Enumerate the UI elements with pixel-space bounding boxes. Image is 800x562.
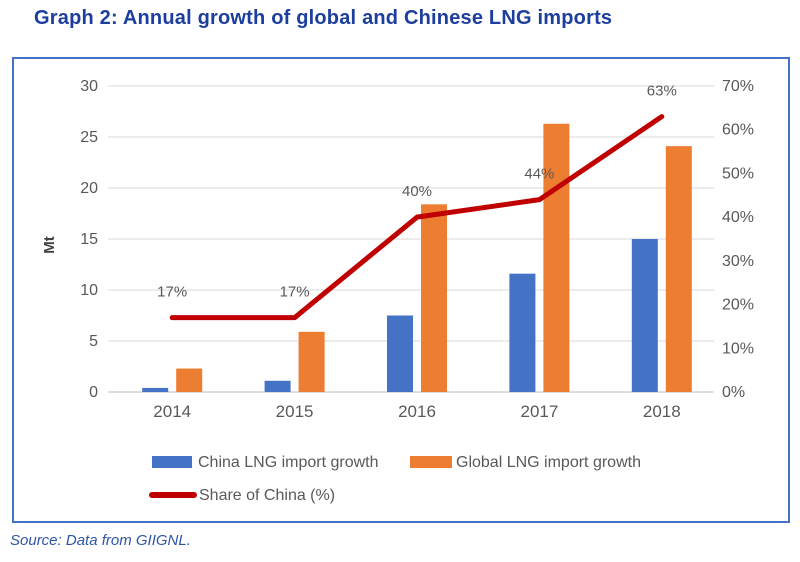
page-title: Graph 2: Annual growth of global and Chi…	[34, 7, 613, 29]
x-axis: 2014 2015 2016 2017 2018	[153, 402, 680, 421]
right-axis-tick: 60%	[722, 122, 754, 139]
left-axis-tick: 5	[89, 333, 98, 350]
bar-2017	[543, 123, 570, 393]
legend-swatch-global	[410, 456, 452, 468]
bar-2014	[142, 387, 169, 392]
legend-label-global: Global LNG import growth	[456, 454, 641, 471]
right-axis-tick: 30%	[722, 253, 754, 270]
bar-2014	[176, 368, 203, 392]
legend-swatch-china	[152, 456, 192, 468]
left-axis-tick: 30	[80, 78, 98, 95]
bar-2015	[264, 380, 291, 392]
share-point-label: 40%	[402, 183, 432, 200]
bar-2018	[665, 146, 692, 392]
left-axis-tick: 20	[80, 180, 98, 197]
legend-label-china: China LNG import growth	[198, 454, 379, 471]
bar-2016	[421, 204, 447, 392]
right-axis-tick: 70%	[722, 78, 754, 95]
bar-2016	[387, 315, 413, 392]
share-line-labels: 17% 17% 40% 44% 63%	[157, 83, 677, 301]
chart-canvas: 0 5 10 15 20 25 30 Mt 0% 10% 20% 30% 40% 50% 60% 70% 201…	[41, 78, 754, 504]
right-axis-tick: 20%	[722, 297, 754, 314]
bars-china	[142, 239, 658, 392]
x-axis-label: 2015	[276, 402, 314, 421]
x-axis-label: 2017	[520, 402, 558, 421]
right-axis-tick: 10%	[722, 340, 754, 357]
right-axis-tick: 40%	[722, 209, 754, 226]
bar-2017	[509, 273, 536, 392]
gridlines	[108, 85, 714, 393]
share-line	[169, 114, 665, 321]
right-axis-tick: 0%	[722, 384, 745, 401]
share-point-label: 63%	[647, 83, 677, 100]
left-axis-tick: 0	[89, 384, 98, 401]
share-point-label: 17%	[157, 284, 187, 301]
legend: China LNG import growth Global LNG import…	[149, 454, 641, 504]
bar-2015	[298, 331, 325, 392]
left-axis-title: Mt	[41, 236, 58, 254]
right-axis: 0% 10% 20% 30% 40% 50% 60% 70%	[722, 78, 754, 401]
bar-2018	[631, 239, 658, 392]
bars-global	[176, 123, 692, 393]
left-axis-tick: 10	[80, 282, 98, 299]
left-axis-tick: 25	[80, 129, 98, 146]
left-axis: 0 5 10 15 20 25 30 Mt	[41, 78, 98, 401]
share-point-label: 44%	[524, 166, 554, 183]
chart-frame: 0 5 10 15 20 25 30 Mt 0% 10% 20% 30% 40% 50% 60% 70% 201…	[12, 57, 790, 523]
legend-label-share: Share of China (%)	[199, 487, 335, 504]
source-note: Source: Data from GIIGNL.	[10, 532, 191, 549]
x-axis-label: 2018	[643, 402, 681, 421]
right-axis-tick: 50%	[722, 165, 754, 182]
left-axis-tick: 15	[80, 231, 98, 248]
share-point-label: 17%	[280, 284, 310, 301]
x-axis-label: 2014	[153, 402, 191, 421]
x-axis-label: 2016	[398, 402, 436, 421]
